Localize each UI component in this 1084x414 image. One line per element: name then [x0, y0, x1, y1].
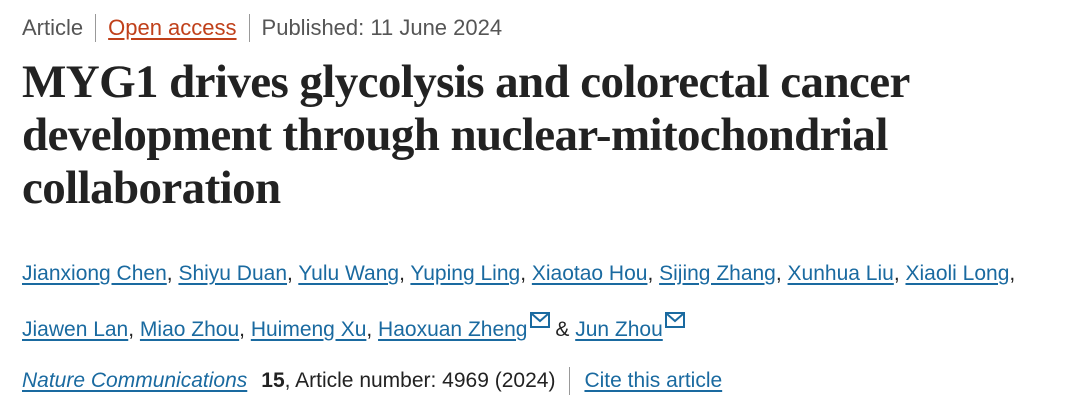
- author-link[interactable]: Haoxuan Zheng: [378, 318, 528, 341]
- open-access-link[interactable]: Open access: [108, 15, 237, 40]
- author-list: Jianxiong Chen, Shiyu Duan, Yulu Wang, Y…: [22, 250, 1072, 354]
- author-link[interactable]: Jun Zhou: [575, 318, 663, 341]
- author-link[interactable]: Miao Zhou: [139, 318, 240, 341]
- author-link[interactable]: Yuping Ling: [410, 262, 521, 285]
- author-link[interactable]: Xiaoli Long: [905, 262, 1010, 285]
- author-link[interactable]: Shiyu Duan: [178, 262, 288, 285]
- published-date: Published: 11 June 2024: [261, 15, 503, 40]
- email-icon[interactable]: [664, 298, 685, 346]
- email-icon[interactable]: [529, 298, 550, 346]
- author-link[interactable]: Xiaotao Hou: [531, 262, 648, 285]
- divider: [569, 367, 571, 395]
- author-link[interactable]: Xunhua Liu: [787, 262, 894, 285]
- citation-line: Nature Communications 15 , Article numbe…: [22, 367, 722, 395]
- ampersand: &: [555, 318, 570, 341]
- article-meta: Article Open access Published: 11 June 2…: [22, 14, 502, 42]
- divider: [248, 14, 250, 42]
- article-type: Article: [22, 15, 84, 40]
- divider: [95, 14, 97, 42]
- journal-link[interactable]: Nature Communications: [22, 369, 248, 392]
- author-link[interactable]: Yulu Wang: [298, 262, 400, 285]
- article-title: MYG1 drives glycolysis and colorectal ca…: [22, 56, 910, 214]
- author-link[interactable]: Huimeng Xu: [250, 318, 367, 341]
- author-link[interactable]: Sijing Zhang: [659, 262, 776, 285]
- cite-article-link[interactable]: Cite this article: [584, 369, 723, 392]
- author-link[interactable]: Jiawen Lan: [22, 318, 129, 341]
- volume: 15: [261, 369, 285, 392]
- article-number: , Article number: 4969 (2024): [284, 369, 556, 392]
- author-link[interactable]: Jianxiong Chen: [22, 262, 167, 285]
